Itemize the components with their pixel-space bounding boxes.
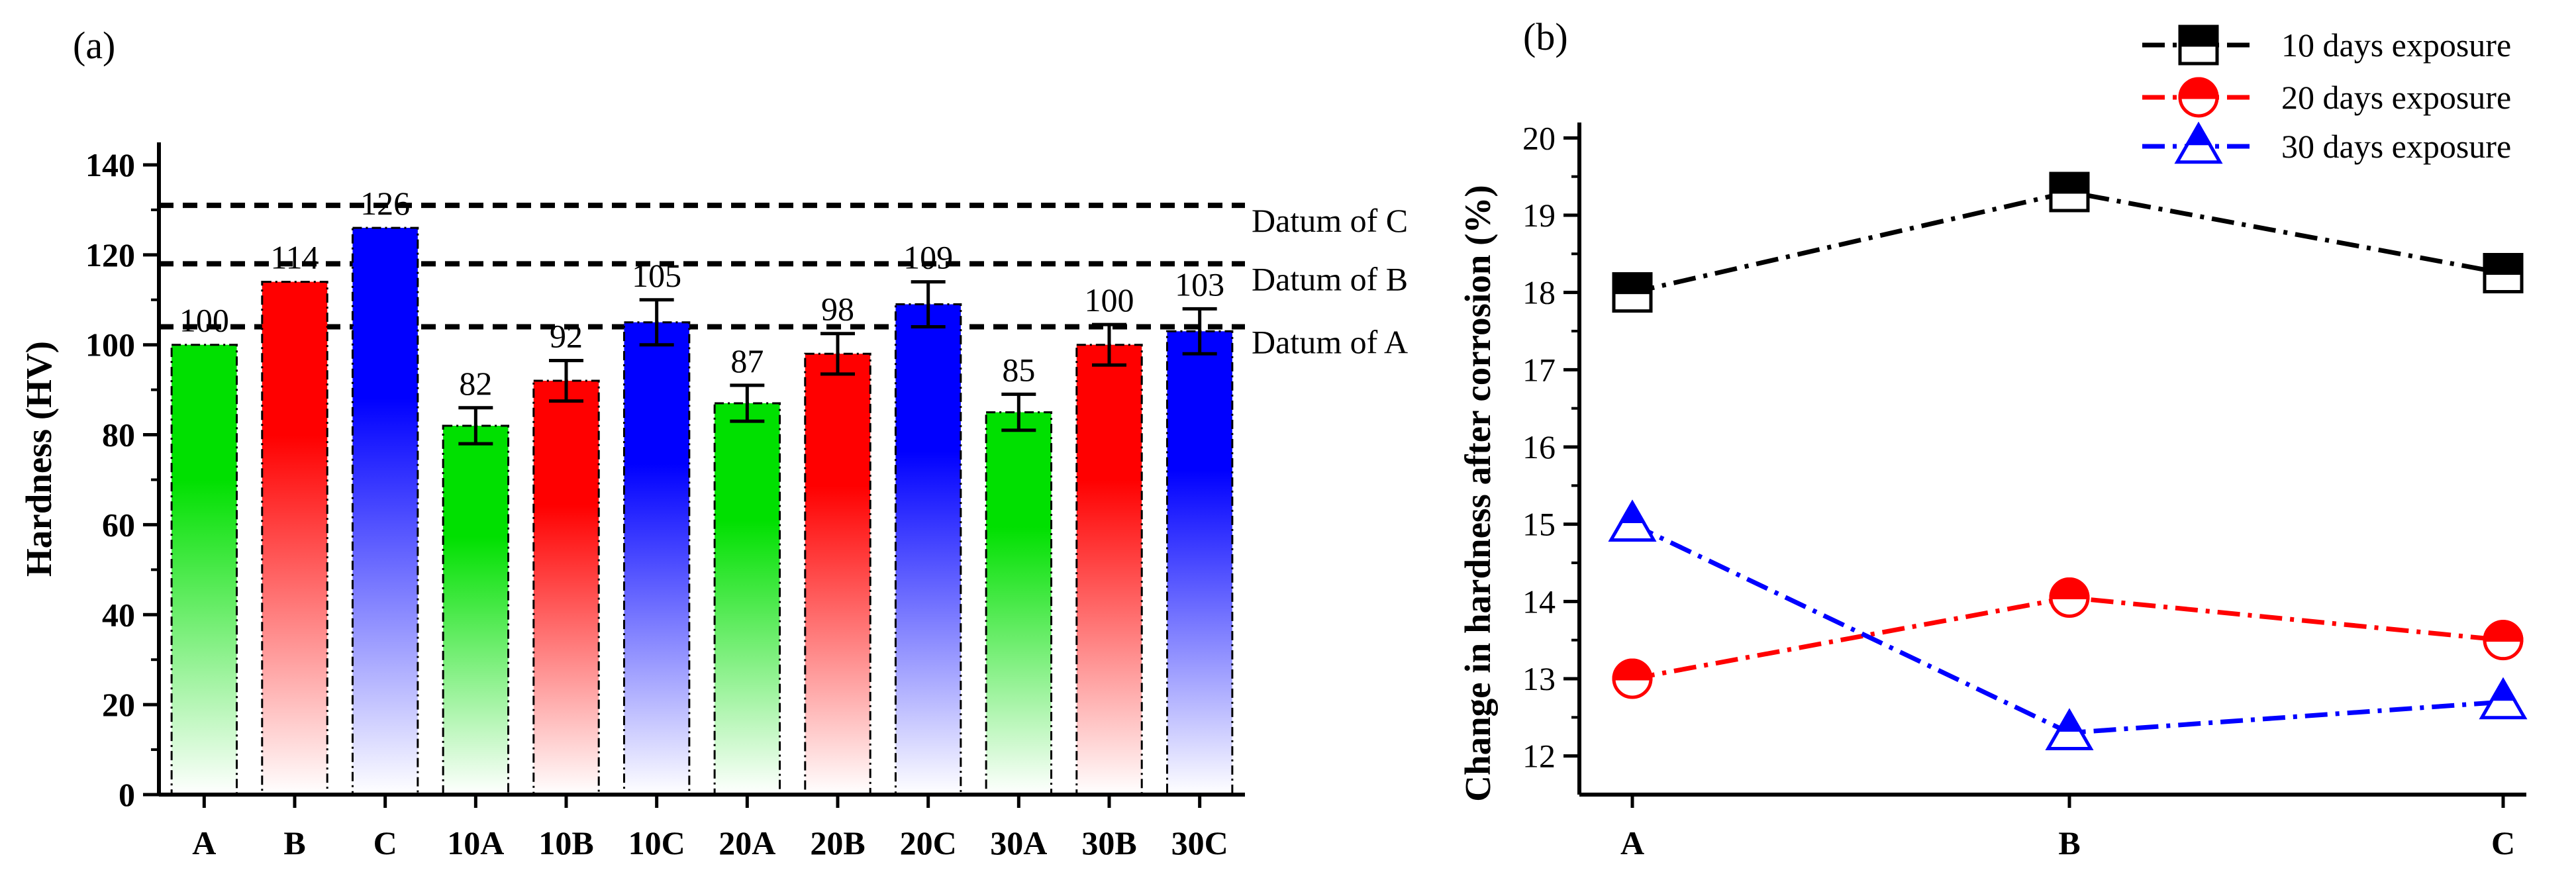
x-tick-label-B: B: [283, 824, 305, 861]
a-datum-labels: Datum of C Datum of B Datum of A: [1252, 202, 1408, 360]
x-tick-label-10B: 10B: [538, 824, 593, 861]
x-tick-label-30C: 30C: [1171, 824, 1228, 861]
x-tick-label-20B: 20B: [810, 824, 865, 861]
y-tick-label: 120: [85, 236, 135, 273]
y-tick-label: 60: [102, 506, 135, 543]
y-tick-label: 18: [1522, 274, 1556, 311]
series-line-3: [1631, 522, 2504, 736]
bar-20A: [713, 402, 781, 796]
series-line-1: [1632, 189, 2504, 295]
bar-10C: [622, 321, 691, 796]
value-label-A: 100: [179, 302, 229, 339]
bar-10A: [442, 424, 510, 796]
y-tick-label: 100: [85, 326, 135, 364]
datum-label: Datum of C: [1252, 202, 1408, 239]
bar-B: [261, 281, 328, 796]
legend-label-1: 10 days exposure: [2281, 26, 2511, 64]
bar-C: [351, 226, 419, 796]
y-tick-label: 20: [102, 686, 135, 723]
bar-10B: [532, 379, 600, 796]
bar-30B: [1075, 344, 1143, 796]
x-tick-label-10A: 10A: [447, 824, 504, 861]
y-tick-label: 19: [1522, 197, 1556, 234]
panel-a-label: (a): [73, 24, 115, 67]
a-y-axis-title: Hardness (HV): [19, 341, 59, 577]
y-tick-label: 40: [102, 596, 135, 633]
x-tick-label-A: A: [192, 824, 216, 861]
x-tick-label-B: B: [2058, 824, 2080, 861]
y-tick-label: 12: [1522, 738, 1556, 775]
panel-b-label: (b): [1523, 15, 1568, 58]
legend-marker-3: [2174, 121, 2223, 164]
y-tick-label: 13: [1522, 660, 1556, 697]
legend-label-3: 30 days exposure: [2281, 128, 2511, 165]
bar-20C: [894, 303, 962, 796]
x-tick-label-C: C: [2491, 824, 2515, 861]
y-tick-label: 15: [1522, 506, 1556, 543]
value-label-20C: 109: [903, 239, 953, 276]
series-3-point-B: [2045, 708, 2094, 750]
value-label-10C: 105: [632, 257, 681, 294]
series-2-point-A: [1612, 658, 1653, 699]
y-tick-label: 80: [102, 417, 135, 454]
value-label-30B: 100: [1085, 281, 1134, 319]
a-datum-lines: [159, 203, 1245, 330]
legend-marker-2: [2178, 77, 2219, 118]
value-label-C: 126: [360, 185, 410, 222]
x-tick-label-C: C: [373, 824, 397, 861]
series-1-point-C: [2483, 253, 2524, 293]
x-tick-label-10C: 10C: [628, 824, 685, 861]
x-tick-label-20A: 20A: [718, 824, 775, 861]
datum-label: Datum of B: [1252, 260, 1408, 297]
a-error-bars: [458, 280, 1217, 446]
series-1-point-A: [1612, 272, 1653, 313]
x-tick-label-30B: 30B: [1081, 824, 1136, 861]
series-3-point-A: [1608, 499, 1657, 542]
value-label-10B: 92: [550, 317, 583, 354]
b-x-ticks: A B C: [1620, 795, 2515, 861]
series-1-point-B: [2049, 172, 2090, 213]
panel-a-bar-chart: (a) 100 114 126 82 92 105 87 98 109 85 100 103 0 20 4…: [19, 24, 1408, 861]
a-x-ticks: A B C 10A 10B 10C 20A 20B 20C 30A 30B 30C: [192, 795, 1228, 861]
b-series: [1608, 172, 2528, 750]
y-tick-label: 140: [85, 146, 135, 183]
y-tick-label: 16: [1522, 428, 1556, 466]
a-value-labels: 100 114 126 82 92 105 87 98 109 85 100 103: [179, 185, 1224, 402]
bar-30A: [985, 411, 1053, 796]
legend-label-2: 20 days exposure: [2281, 79, 2511, 116]
bar-30C: [1165, 330, 1234, 796]
a-y-ticks: 0 20 40 60 80 100 120 140: [85, 146, 159, 813]
a-axes: [157, 142, 1245, 797]
b-legend: 10 days exposure 20 days exposure 30 days …: [2142, 25, 2511, 165]
a-bars: [170, 226, 1234, 796]
x-tick-label-30A: 30A: [990, 824, 1047, 861]
y-tick-label: 14: [1522, 583, 1556, 620]
b-y-ticks: 12 13 14 15 16 17 18 19 20: [1522, 119, 1579, 775]
bar-A: [170, 344, 238, 796]
value-label-30A: 85: [1002, 351, 1035, 388]
y-tick-label: 17: [1522, 351, 1556, 388]
value-label-30C: 103: [1175, 266, 1224, 303]
value-label-10A: 82: [459, 365, 492, 402]
b-axes: [1577, 123, 2526, 797]
series-3-point-C: [2479, 677, 2528, 720]
value-label-B: 114: [270, 239, 319, 276]
y-tick-label: 0: [119, 776, 135, 813]
b-y-axis-title: Change in hardness after corrosion (%): [1458, 185, 1498, 801]
value-label-20B: 98: [821, 291, 854, 328]
legend-marker-1: [2178, 25, 2219, 66]
datum-label: Datum of A: [1252, 324, 1408, 361]
panel-b-line-chart: (b) 12 13 14 15 16 17 18 19 20 A B C 10 days expos…: [1458, 15, 2528, 861]
x-tick-label-20C: 20C: [900, 824, 957, 861]
value-label-20A: 87: [730, 342, 764, 379]
series-2-point-C: [2483, 620, 2524, 661]
y-tick-label: 20: [1522, 119, 1556, 156]
x-tick-label-A: A: [1620, 824, 1644, 861]
series-2-point-B: [2049, 577, 2090, 618]
bar-20B: [804, 352, 871, 796]
